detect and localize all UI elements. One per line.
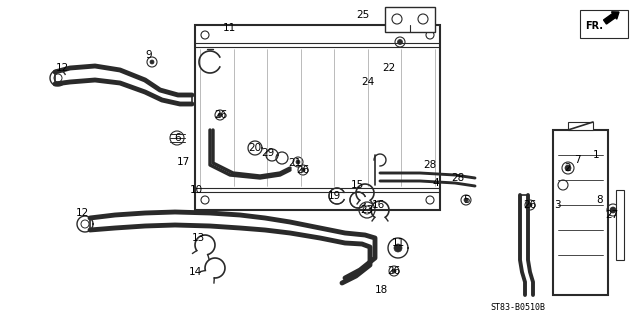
Text: 7: 7: [574, 155, 580, 165]
Text: 11: 11: [222, 23, 236, 33]
Text: 22: 22: [382, 63, 396, 73]
Text: 27: 27: [605, 210, 619, 220]
Text: 11: 11: [391, 238, 404, 248]
Text: 6: 6: [175, 133, 182, 143]
Text: FR.: FR.: [585, 21, 603, 31]
Text: 1: 1: [592, 150, 599, 160]
Circle shape: [296, 160, 300, 164]
Text: 28: 28: [424, 160, 436, 170]
Circle shape: [528, 203, 532, 207]
Text: 16: 16: [371, 200, 385, 210]
Text: 12: 12: [55, 63, 69, 73]
Circle shape: [392, 269, 396, 273]
Text: 20: 20: [248, 143, 262, 153]
Bar: [385, 7, 435, 32]
Bar: [616, 190, 624, 260]
Text: 10: 10: [189, 185, 203, 195]
Circle shape: [394, 244, 402, 252]
Bar: [553, 130, 608, 295]
Circle shape: [150, 60, 154, 64]
Circle shape: [565, 165, 571, 171]
Text: 19: 19: [327, 191, 341, 201]
Text: 17: 17: [176, 157, 190, 167]
Text: 3: 3: [554, 200, 561, 210]
Text: 26: 26: [215, 110, 227, 120]
Circle shape: [397, 39, 403, 44]
Text: 28: 28: [452, 173, 464, 183]
Text: 23: 23: [361, 205, 374, 215]
Circle shape: [218, 113, 222, 117]
FancyArrow shape: [603, 12, 619, 24]
Text: 26: 26: [296, 165, 310, 175]
Text: 26: 26: [524, 200, 536, 210]
Text: ST83-B0510B: ST83-B0510B: [490, 303, 545, 313]
Text: 14: 14: [189, 267, 202, 277]
Text: 21: 21: [289, 158, 302, 168]
Text: 25: 25: [356, 10, 369, 20]
Text: 9: 9: [146, 50, 152, 60]
Text: 12: 12: [75, 208, 89, 218]
Text: 15: 15: [350, 180, 364, 190]
Text: 8: 8: [597, 195, 603, 205]
Circle shape: [464, 198, 468, 202]
Text: 5: 5: [462, 195, 469, 205]
Text: 24: 24: [361, 77, 375, 87]
Bar: [195, 25, 440, 210]
Bar: [580, 10, 628, 38]
Bar: [568, 122, 593, 130]
Text: 13: 13: [191, 233, 204, 243]
Text: 26: 26: [387, 266, 401, 276]
Text: 4: 4: [433, 178, 440, 188]
Circle shape: [610, 207, 616, 213]
Text: 2: 2: [564, 163, 571, 173]
Text: 29: 29: [261, 148, 275, 158]
Circle shape: [301, 168, 305, 172]
Text: 18: 18: [375, 285, 388, 295]
